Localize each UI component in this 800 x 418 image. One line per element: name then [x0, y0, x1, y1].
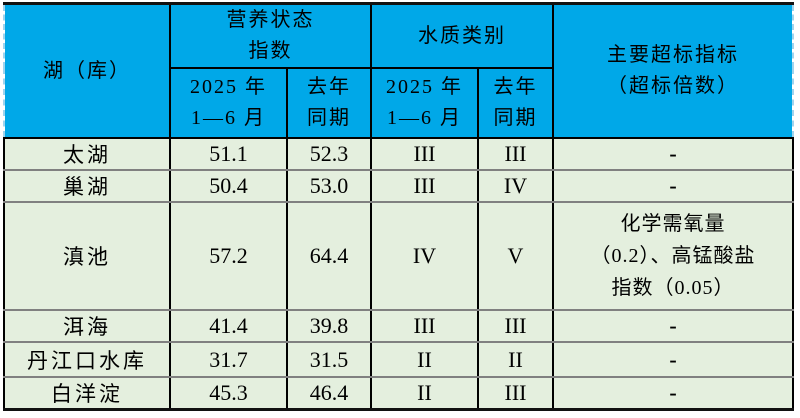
- trophic-2025-value: 57.2: [169, 201, 288, 311]
- table-row-dianchi: 滇池 57.2 64.4 IV V 化学需氧量 （0.2）、高锰酸盐 指数（0.…: [3, 201, 794, 311]
- quality-2025-value: II: [370, 341, 479, 378]
- trophic-lastyear-value: 39.8: [286, 309, 372, 343]
- trophic-lastyear-value: 46.4: [286, 376, 372, 411]
- quality-2025-value: III: [370, 137, 479, 171]
- header-trophic-2025-cell: 2025 年 1—6 月: [169, 67, 288, 139]
- trophic-lastyear-value: 31.5: [286, 341, 372, 378]
- lake-name: 太湖: [3, 137, 171, 171]
- table-row-erhai: 洱海 41.4 39.8 III III -: [3, 309, 794, 343]
- lake-name: 白洋淀: [3, 376, 171, 411]
- quality-2025-value: II: [370, 376, 479, 411]
- indicator-value: -: [552, 137, 794, 171]
- trophic-2025-value: 51.1: [169, 137, 288, 171]
- header-quality-2025-cell: 2025 年 1—6 月: [370, 67, 479, 139]
- trophic-2025-value: 50.4: [169, 169, 288, 203]
- indicator-value: -: [552, 169, 794, 203]
- header-row-periods: 2025 年 1—6 月 去年 同期 2025 年 1—6 月 去年 同期: [4, 67, 793, 139]
- trophic-2025-value: 41.4: [169, 309, 288, 343]
- quality-lastyear-value: III: [477, 309, 554, 343]
- header-water-quality-group: 水质类别: [370, 2, 554, 69]
- header-trophic-lastyear-cell: 去年 同期: [286, 67, 372, 139]
- header-trophic-index-group: 营养状态 指数: [169, 2, 372, 69]
- quality-lastyear-value: IV: [477, 169, 554, 203]
- indicator-value: -: [552, 309, 794, 343]
- header-lake-cell: 湖（库）: [3, 2, 171, 139]
- lake-water-quality-table: 湖（库） 营养状态 指数 水质类别 主要超标指标 （超标倍数） 2025 年 1…: [3, 2, 794, 411]
- header-row-groups: 湖（库） 营养状态 指数 水质类别 主要超标指标 （超标倍数）: [3, 2, 794, 139]
- table-row-chaohu: 巢湖 50.4 53.0 III IV -: [3, 169, 794, 203]
- quality-2025-value: III: [370, 309, 479, 343]
- header-indicator-cell: 主要超标指标 （超标倍数）: [552, 2, 794, 139]
- quality-lastyear-value: II: [477, 341, 554, 378]
- lake-name: 巢湖: [3, 169, 171, 203]
- trophic-lastyear-value: 52.3: [286, 137, 372, 171]
- lake-name: 洱海: [3, 309, 171, 343]
- quality-lastyear-value: III: [477, 137, 554, 171]
- indicator-value: -: [552, 376, 794, 411]
- table-row-taihu: 太湖 51.1 52.3 III III -: [3, 137, 794, 171]
- trophic-2025-value: 45.3: [169, 376, 288, 411]
- indicator-value: -: [552, 341, 794, 378]
- quality-lastyear-value: III: [477, 376, 554, 411]
- trophic-lastyear-value: 53.0: [286, 169, 372, 203]
- table-row-baiyangdian: 白洋淀 45.3 46.4 II III -: [3, 376, 794, 411]
- table-row-danjiangkou: 丹江口水库 31.7 31.5 II II -: [3, 341, 794, 378]
- indicator-value: 化学需氧量 （0.2）、高锰酸盐 指数（0.05）: [552, 201, 794, 311]
- quality-lastyear-value: V: [477, 201, 554, 311]
- header-quality-lastyear-cell: 去年 同期: [477, 67, 554, 139]
- lake-name: 丹江口水库: [3, 341, 171, 378]
- quality-2025-value: III: [370, 169, 479, 203]
- quality-2025-value: IV: [370, 201, 479, 311]
- lake-name: 滇池: [3, 201, 171, 311]
- trophic-lastyear-value: 64.4: [286, 201, 372, 311]
- trophic-2025-value: 31.7: [169, 341, 288, 378]
